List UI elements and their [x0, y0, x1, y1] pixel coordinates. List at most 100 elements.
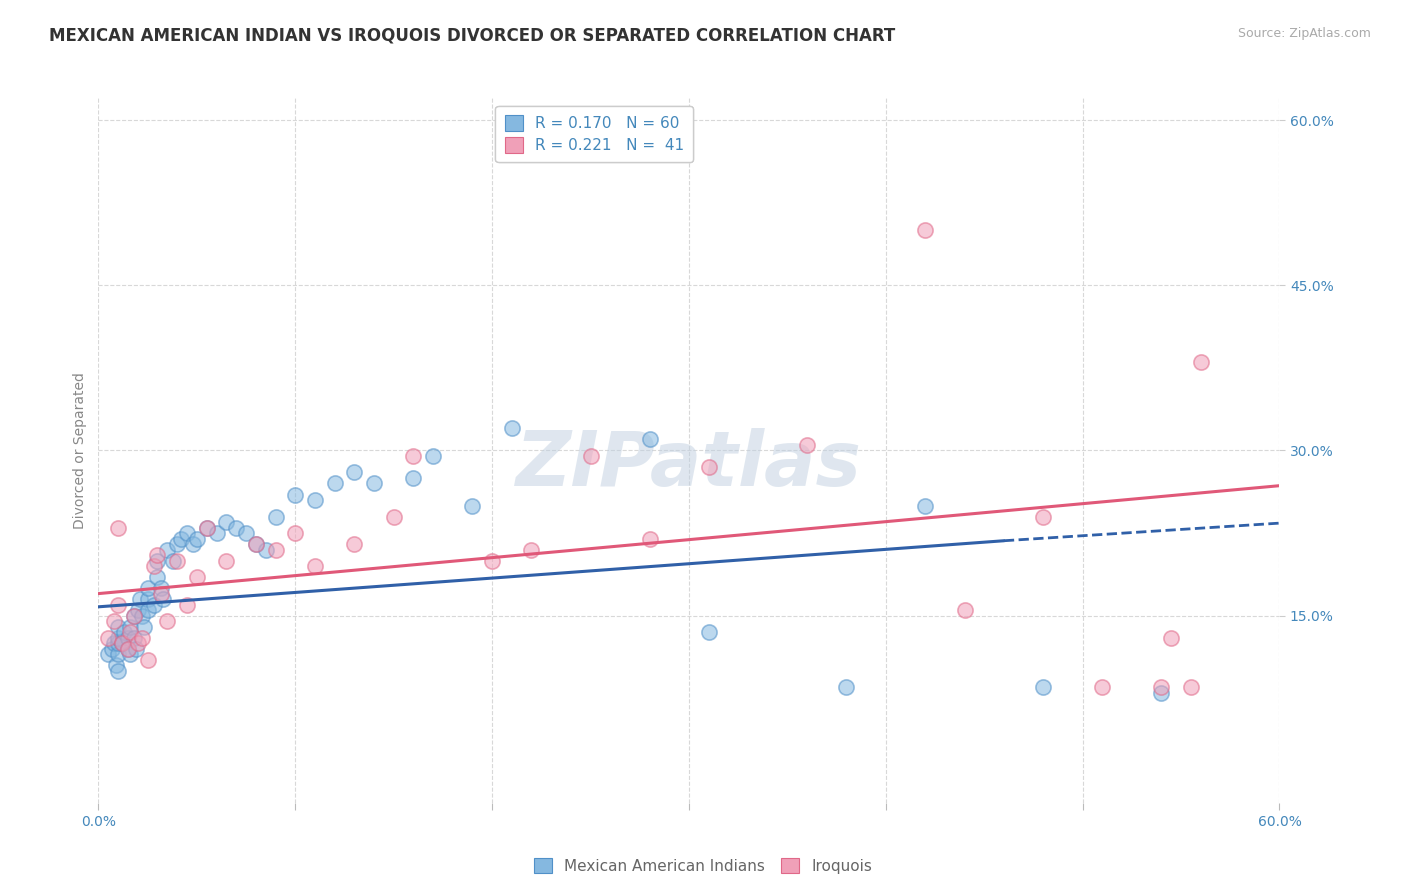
Point — [304, 493, 326, 508]
Legend: Mexican American Indians, Iroquois: Mexican American Indians, Iroquois — [527, 852, 879, 880]
Legend: R = 0.170   N = 60, R = 0.221   N =  41: R = 0.170 N = 60, R = 0.221 N = 41 — [495, 106, 693, 162]
Point — [1032, 509, 1054, 524]
Point — [142, 559, 165, 574]
Point — [835, 680, 858, 694]
Point — [1150, 680, 1173, 694]
Point — [146, 570, 169, 584]
Point — [520, 542, 543, 557]
Point — [156, 542, 179, 557]
Point — [796, 438, 818, 452]
Point — [481, 553, 503, 567]
Point — [127, 603, 149, 617]
Point — [103, 636, 125, 650]
Point — [170, 532, 193, 546]
Point — [131, 608, 153, 623]
Point — [195, 520, 218, 534]
Point — [225, 520, 247, 534]
Point — [117, 641, 139, 656]
Point — [402, 471, 425, 485]
Point — [162, 553, 184, 567]
Point — [101, 641, 124, 656]
Point — [363, 476, 385, 491]
Point — [152, 592, 174, 607]
Point — [1180, 680, 1202, 694]
Point — [117, 641, 139, 656]
Point — [118, 619, 141, 633]
Point — [136, 581, 159, 595]
Point — [103, 614, 125, 628]
Point — [953, 603, 976, 617]
Point — [1160, 631, 1182, 645]
Point — [579, 449, 602, 463]
Point — [111, 636, 134, 650]
Point — [402, 449, 425, 463]
Point — [382, 509, 405, 524]
Point — [107, 664, 129, 678]
Point — [166, 553, 188, 567]
Point — [264, 509, 287, 524]
Point — [245, 537, 267, 551]
Point — [122, 608, 145, 623]
Point — [186, 532, 208, 546]
Text: Source: ZipAtlas.com: Source: ZipAtlas.com — [1237, 27, 1371, 40]
Point — [105, 658, 128, 673]
Point — [215, 515, 238, 529]
Point — [146, 553, 169, 567]
Point — [107, 619, 129, 633]
Point — [166, 537, 188, 551]
Point — [150, 586, 173, 600]
Point — [150, 581, 173, 595]
Point — [215, 553, 238, 567]
Point — [122, 608, 145, 623]
Point — [117, 631, 139, 645]
Point — [131, 631, 153, 645]
Point — [264, 542, 287, 557]
Point — [118, 625, 141, 640]
Point — [156, 614, 179, 628]
Point — [1150, 686, 1173, 700]
Point — [107, 520, 129, 534]
Text: MEXICAN AMERICAN INDIAN VS IROQUOIS DIVORCED OR SEPARATED CORRELATION CHART: MEXICAN AMERICAN INDIAN VS IROQUOIS DIVO… — [49, 27, 896, 45]
Point — [235, 526, 257, 541]
Point — [112, 625, 135, 640]
Point — [107, 631, 129, 645]
Point — [146, 548, 169, 562]
Point — [323, 476, 346, 491]
Point — [1032, 680, 1054, 694]
Point — [195, 520, 218, 534]
Point — [128, 592, 150, 607]
Point — [125, 641, 148, 656]
Point — [111, 636, 134, 650]
Point — [107, 598, 129, 612]
Point — [914, 223, 936, 237]
Point — [186, 570, 208, 584]
Point — [422, 449, 444, 463]
Point — [127, 636, 149, 650]
Point — [284, 487, 307, 501]
Point — [107, 647, 129, 661]
Point — [461, 499, 484, 513]
Point — [107, 636, 129, 650]
Point — [304, 559, 326, 574]
Point — [638, 532, 661, 546]
Point — [343, 466, 366, 480]
Point — [1091, 680, 1114, 694]
Point — [501, 421, 523, 435]
Point — [205, 526, 228, 541]
Point — [254, 542, 277, 557]
Point — [176, 598, 198, 612]
Point — [118, 647, 141, 661]
Point — [132, 619, 155, 633]
Point — [638, 433, 661, 447]
Point — [697, 460, 720, 475]
Text: ZIPatlas: ZIPatlas — [516, 427, 862, 501]
Point — [136, 592, 159, 607]
Point — [245, 537, 267, 551]
Point — [136, 653, 159, 667]
Point — [343, 537, 366, 551]
Point — [914, 499, 936, 513]
Y-axis label: Divorced or Separated: Divorced or Separated — [73, 372, 87, 529]
Point — [136, 603, 159, 617]
Point — [284, 526, 307, 541]
Point — [97, 647, 120, 661]
